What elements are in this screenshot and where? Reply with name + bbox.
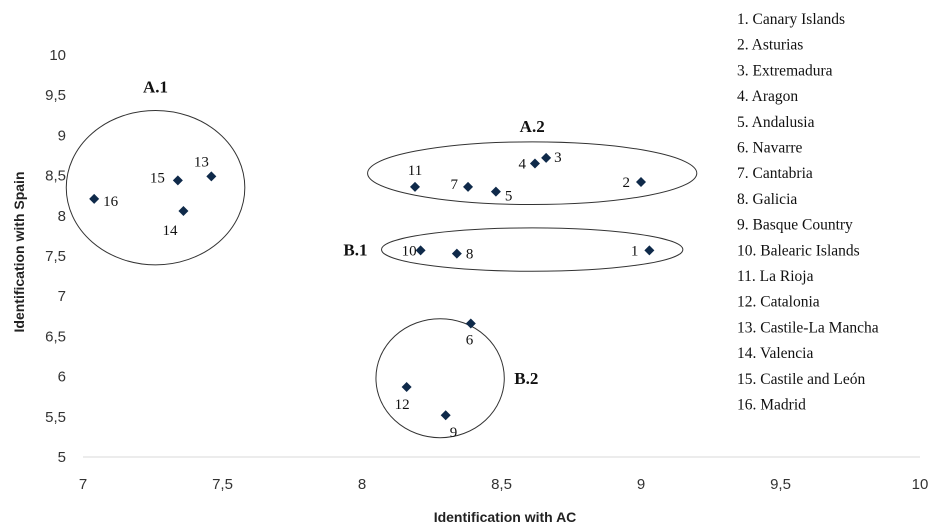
data-point-label: 16 (103, 194, 119, 210)
cluster-label: A.1 (143, 77, 168, 96)
data-point (89, 193, 100, 204)
legend-item: 6. Navarre (737, 140, 803, 157)
y-tick-label: 9,5 (45, 87, 66, 104)
data-point-label: 4 (518, 157, 526, 173)
y-axis-title: Identification with Spain (11, 172, 27, 333)
data-point (410, 181, 421, 192)
cluster-ellipse (65, 109, 246, 266)
y-tick-label: 9 (58, 127, 66, 144)
legend-item: 4. Aragon (737, 88, 798, 105)
y-tick-label: 8 (58, 208, 66, 225)
y-tick-label: 7,5 (45, 248, 66, 265)
data-point-label: 14 (162, 223, 178, 239)
y-tick-label: 5 (58, 449, 66, 466)
data-point-label: 15 (150, 170, 165, 186)
y-tick-label: 5,5 (45, 409, 66, 426)
cluster-ellipse (381, 227, 684, 272)
y-tick-label: 10 (49, 47, 66, 64)
cluster-ellipses: A.1 A.2 B.1 B.2 (65, 77, 698, 439)
data-point (178, 205, 189, 216)
x-tick-label: 8 (358, 476, 366, 493)
x-tick-label: 9,5 (770, 476, 791, 493)
data-point (541, 152, 552, 163)
legend-item: 10. Balearic Islands (737, 242, 860, 259)
data-point-label: 3 (554, 150, 562, 166)
y-tick-label: 6,5 (45, 328, 66, 345)
legend-item: 13. Castile-La Mancha (737, 319, 879, 336)
legend-item: 2. Asturias (737, 37, 803, 54)
data-point (451, 248, 462, 259)
legend-item: 8. Galicia (737, 191, 797, 208)
data-point (463, 181, 474, 192)
legend-item: 15. Castile and León (737, 371, 866, 388)
x-tick-label: 10 (912, 476, 929, 493)
data-point-label: 13 (194, 154, 209, 170)
legend: 1. Canary Islands 2. Asturias 3. Extremadu… (737, 11, 879, 414)
data-point (401, 382, 412, 393)
data-point (415, 245, 426, 256)
data-point-label: 9 (450, 425, 458, 441)
data-point (206, 171, 217, 182)
legend-item: 16. Madrid (737, 397, 806, 414)
data-point-label: 11 (408, 163, 422, 179)
data-point (465, 318, 476, 329)
data-point-label: 2 (623, 175, 631, 191)
cluster-label: A.2 (520, 117, 545, 136)
legend-item: 9. Basque Country (737, 217, 853, 234)
y-tick-label: 7 (58, 288, 66, 305)
x-tick-label: 7 (79, 476, 87, 493)
y-tick-label: 8,5 (45, 168, 66, 185)
cluster-ellipse (367, 141, 698, 206)
legend-item: 7. Cantabria (737, 165, 813, 182)
legend-item: 5. Andalusia (737, 114, 815, 131)
data-point-label: 6 (466, 333, 474, 349)
cluster-label: B.2 (514, 369, 538, 388)
x-axis-title: Identification with AC (434, 509, 577, 525)
data-point-label: 12 (395, 397, 410, 413)
x-tick-label: 7,5 (212, 476, 233, 493)
data-point (440, 410, 451, 421)
data-point (529, 158, 540, 169)
legend-item: 14. Valencia (737, 345, 813, 362)
data-point-label: 8 (466, 247, 474, 263)
y-tick-label: 6 (58, 369, 66, 386)
cluster-label: B.1 (343, 241, 367, 260)
x-tick-label: 8,5 (491, 476, 512, 493)
x-tick-label: 9 (637, 476, 645, 493)
data-point (172, 175, 183, 186)
y-tick-labels: 5 5,5 6 6,5 7 7,5 8 8,5 9 9,5 10 (45, 47, 66, 466)
cluster-ellipse (375, 318, 505, 439)
data-point-label: 7 (451, 177, 459, 193)
data-point (636, 177, 646, 188)
data-point-label: 10 (402, 243, 417, 259)
data-point (644, 245, 655, 256)
legend-item: 11. La Rioja (737, 268, 814, 285)
data-point (490, 186, 501, 197)
data-point-label: 1 (631, 243, 639, 259)
legend-item: 1. Canary Islands (737, 11, 845, 28)
legend-item: 3. Extremadura (737, 62, 833, 79)
x-tick-labels: 7 7,5 8 8,5 9 9,5 10 (79, 476, 929, 493)
legend-item: 12. Catalonia (737, 294, 820, 311)
data-point-label: 5 (505, 189, 513, 205)
